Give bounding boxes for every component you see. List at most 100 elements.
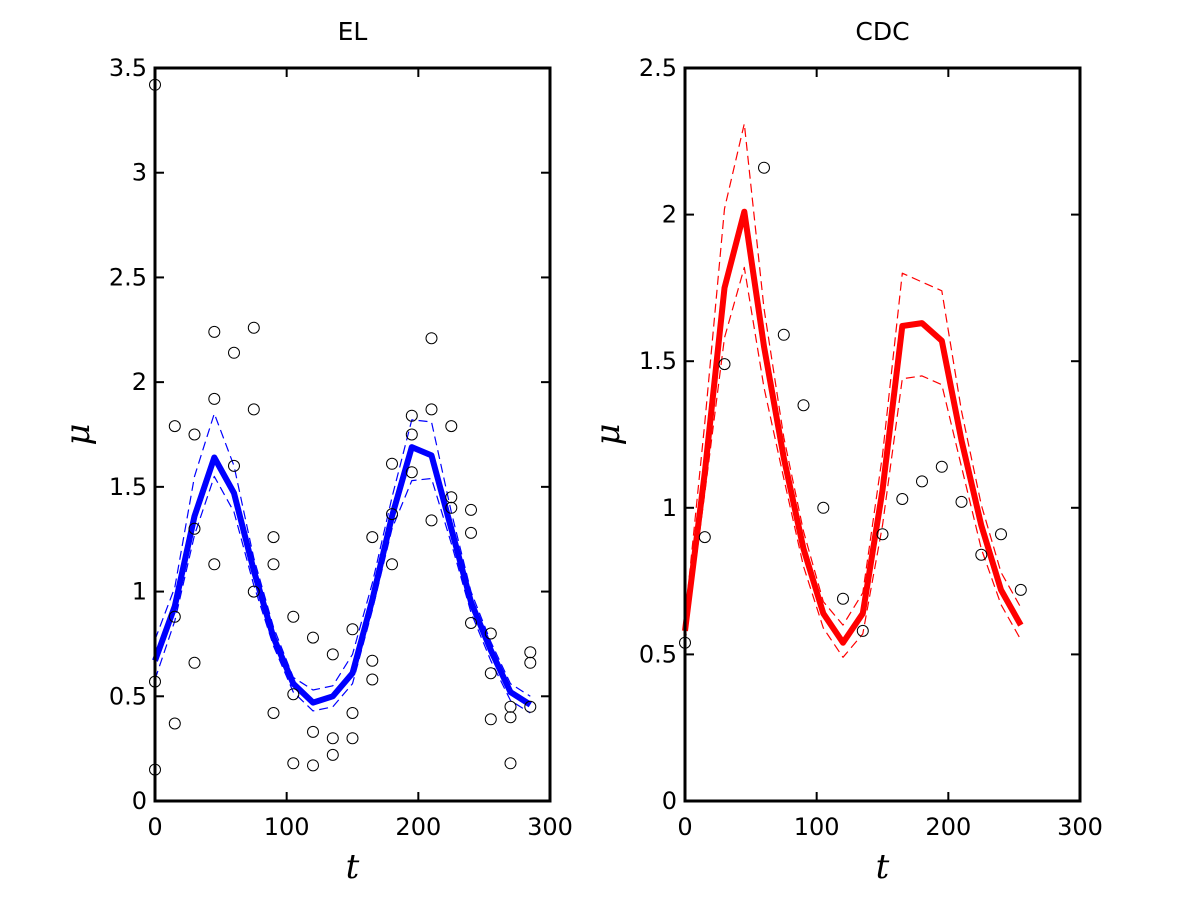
- observation-point: [405, 428, 418, 441]
- observation-point: [307, 759, 319, 772]
- observation-point: [797, 399, 810, 412]
- panel-cdc: 0 100 200 300 0 0.5 1 1.5 2 2.5 CDC t μ: [588, 17, 1103, 887]
- y-axis-label: μ: [58, 423, 98, 445]
- observation-point: [366, 654, 379, 667]
- observation-point: [995, 528, 1007, 541]
- observation-point: [445, 501, 458, 514]
- observation-point: [975, 548, 988, 561]
- observation-point: [837, 592, 849, 605]
- observation-point: [484, 667, 497, 680]
- observation-point: [247, 403, 260, 416]
- observation-point: [425, 403, 438, 416]
- y-tick-label: 2.5: [639, 54, 677, 82]
- observation-point: [425, 514, 438, 527]
- series-mean-line: [152, 444, 532, 708]
- observation-point: [504, 711, 517, 724]
- observation-point: [247, 321, 260, 334]
- series-upper-band-line: [684, 123, 1022, 626]
- observation-point: [935, 460, 948, 473]
- observation-point: [504, 757, 517, 770]
- observation-point: [817, 501, 830, 514]
- observation-point: [168, 717, 181, 730]
- series-lower-band-line: [684, 266, 1022, 658]
- observation-point: [188, 428, 201, 441]
- series-upper-band-line: [154, 413, 531, 697]
- observation-point: [307, 725, 319, 738]
- observation-point: [168, 610, 181, 623]
- series-mean-line: [682, 208, 1024, 646]
- observation-point: [366, 531, 379, 544]
- observation-point: [465, 503, 477, 516]
- y-tick-label: 0.5: [639, 640, 677, 668]
- observation-point: [777, 328, 790, 341]
- observation-point: [916, 475, 928, 488]
- observation-point: [346, 732, 359, 745]
- x-tick-label: 300: [527, 813, 573, 841]
- plot-marks: [679, 123, 1027, 658]
- y-tick-label: 3.5: [109, 54, 147, 82]
- observation-point: [405, 409, 418, 422]
- observation-point: [326, 648, 339, 661]
- observation-point: [524, 700, 537, 713]
- observation-point: [287, 610, 300, 623]
- y-tick-label: 0: [132, 787, 147, 815]
- x-axis-label: t: [346, 847, 360, 887]
- panel-el: 0 100 200 300 0 0.5 1 1.5 2 2.5 3 3.5 EL t μ: [58, 17, 573, 887]
- y-tick-label: 1.5: [109, 473, 147, 501]
- observation-point: [287, 688, 300, 701]
- observation-point: [208, 558, 221, 571]
- x-tick-label: 0: [677, 813, 692, 841]
- observation-point: [484, 627, 497, 640]
- observation-point: [326, 748, 339, 761]
- observation-point: [405, 466, 418, 479]
- observation-point: [718, 358, 731, 371]
- chart-title: EL: [338, 17, 368, 46]
- observation-point: [465, 526, 477, 539]
- x-tick-label: 100: [264, 813, 310, 841]
- axis-ticks: 0 100 200 300 0 0.5 1 1.5 2 2.5 3 3.5: [109, 54, 573, 841]
- observation-point: [188, 656, 201, 669]
- observation-point: [267, 558, 280, 571]
- observation-point: [228, 459, 240, 472]
- observation-point: [247, 585, 260, 598]
- observation-point: [504, 700, 517, 713]
- observation-point: [208, 325, 221, 338]
- y-axis-label: μ: [588, 423, 628, 445]
- observation-point: [856, 624, 869, 637]
- observation-point: [465, 617, 477, 629]
- observation-point: [955, 495, 968, 508]
- observation-point: [168, 420, 181, 433]
- x-axis-label: t: [876, 847, 890, 887]
- y-tick-label: 1: [662, 494, 677, 522]
- y-tick-label: 2.5: [109, 263, 147, 291]
- observation-point: [346, 623, 359, 636]
- observation-point: [698, 531, 711, 544]
- observation-point: [228, 346, 240, 359]
- x-tick-label: 200: [925, 813, 971, 841]
- observation-point: [307, 631, 319, 644]
- axis-ticks: 0 100 200 300 0 0.5 1 1.5 2 2.5: [639, 54, 1103, 841]
- plot-marks: [149, 78, 537, 776]
- y-tick-label: 3: [132, 159, 147, 187]
- observation-point: [386, 457, 398, 470]
- x-tick-label: 200: [395, 813, 441, 841]
- x-tick-label: 100: [794, 813, 840, 841]
- observation-point: [524, 656, 537, 669]
- observation-point: [366, 673, 379, 686]
- observation-point: [484, 713, 497, 726]
- observation-point: [876, 528, 889, 541]
- observation-point: [386, 508, 398, 521]
- y-tick-label: 2: [132, 368, 147, 396]
- y-tick-label: 1: [132, 578, 147, 606]
- observation-point: [425, 332, 438, 345]
- axes-frame: [683, 66, 1082, 803]
- x-tick-label: 0: [147, 813, 162, 841]
- observation-point: [188, 522, 201, 535]
- x-tick-label: 300: [1057, 813, 1103, 841]
- y-tick-label: 1.5: [639, 347, 677, 375]
- observation-point: [386, 558, 398, 571]
- observation-point: [445, 420, 458, 433]
- observation-point: [326, 732, 339, 745]
- chart-title: CDC: [855, 17, 909, 46]
